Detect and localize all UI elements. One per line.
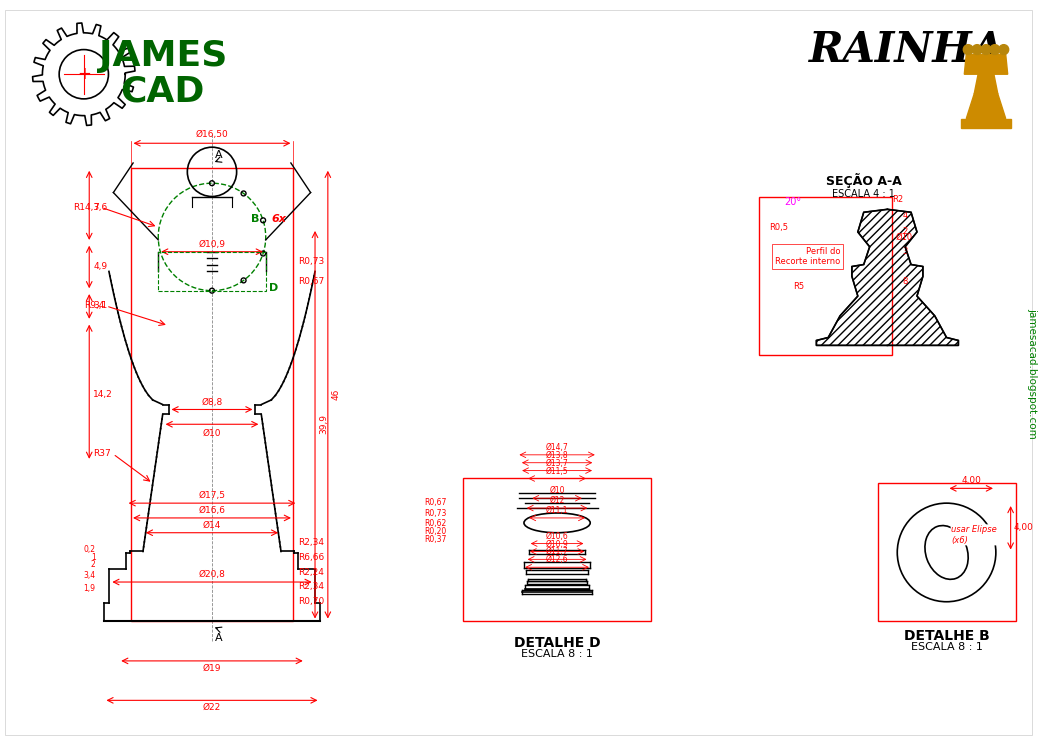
Text: ESCALA 8 : 1: ESCALA 8 : 1 [521,649,593,659]
Text: 3,1: 3,1 [94,302,107,311]
Text: Ø13,7: Ø13,7 [546,459,568,468]
Text: R0,37: R0,37 [424,535,446,544]
Text: Ø22: Ø22 [203,703,221,712]
Text: Ø10,9: Ø10,9 [199,240,225,249]
Text: usar Elipse
(x6): usar Elipse (x6) [951,525,997,545]
Text: RAINHA: RAINHA [809,28,1005,71]
Bar [760,197,892,355]
Text: R2,34: R2,34 [299,583,324,592]
Bar [464,478,651,621]
Text: Ø11,5: Ø11,5 [546,466,568,475]
Text: Ø10,6: Ø10,6 [546,532,568,541]
Text: Ø12,6: Ø12,6 [546,555,568,564]
Text: JAMES: JAMES [99,39,227,74]
Text: Ø8,8: Ø8,8 [201,398,223,407]
Text: Ø16,50: Ø16,50 [196,130,228,139]
Text: R0,73: R0,73 [299,257,324,266]
Text: 3,4: 3,4 [83,571,96,580]
Text: Ø10: Ø10 [549,486,565,495]
Text: Ø10: Ø10 [895,232,912,241]
Text: 6x: 6x [271,214,286,224]
Text: A: A [215,633,223,643]
Text: R2,24: R2,24 [299,568,324,577]
Text: R0,70: R0,70 [299,597,324,606]
Text: R6,66: R6,66 [299,553,324,562]
Text: 1: 1 [90,553,96,562]
Text: R0,5: R0,5 [769,223,788,232]
Text: 0,2: 0,2 [84,545,96,554]
Text: 4,9: 4,9 [94,262,107,271]
Circle shape [990,45,999,54]
Text: 7,6: 7,6 [94,203,107,212]
Text: CAD: CAD [121,75,205,109]
Text: 20°: 20° [784,197,802,207]
Text: ESCALA 8 : 1: ESCALA 8 : 1 [911,642,983,652]
Circle shape [982,45,991,54]
Text: DETALHE B: DETALHE B [904,630,990,644]
Text: R0,20: R0,20 [424,527,446,536]
Text: 39,9: 39,9 [319,414,328,434]
Text: Ø20,8: Ø20,8 [199,570,225,579]
Text: 46: 46 [331,389,341,400]
Polygon shape [965,54,1008,74]
Text: R2: R2 [892,195,904,204]
Text: R5: R5 [793,282,805,291]
Text: R14,3: R14,3 [73,203,99,212]
Text: 14,2: 14,2 [94,390,113,399]
Text: Ø17,5: Ø17,5 [199,491,225,500]
Polygon shape [974,74,998,94]
Circle shape [972,45,983,54]
Text: Ø10: Ø10 [203,429,221,438]
Text: R0,73: R0,73 [424,509,446,518]
Polygon shape [967,94,1006,118]
Text: R2,34: R2,34 [299,538,324,547]
Text: Ø14,7: Ø14,7 [546,443,568,452]
Text: 4: 4 [903,211,908,220]
Text: 3: 3 [903,247,908,256]
Text: Ø19: Ø19 [203,664,221,673]
Text: R0,67: R0,67 [424,498,446,507]
Text: R0,62: R0,62 [424,519,446,528]
Text: R0,67: R0,67 [299,277,324,286]
Text: Ø11,1: Ø11,1 [546,506,568,515]
Text: Ø10,9: Ø10,9 [546,539,568,548]
Text: D: D [268,283,278,293]
Text: Ø12: Ø12 [549,496,565,505]
Text: R9,4: R9,4 [84,302,104,311]
Polygon shape [962,118,1011,128]
Bar [877,484,1015,621]
Text: ESCALA 4 : 1: ESCALA 4 : 1 [832,189,895,200]
Text: 4,00: 4,00 [962,476,982,486]
Text: 8: 8 [903,277,908,286]
Text: 2: 2 [90,559,96,568]
Text: 2: 2 [903,227,908,236]
Text: Ø14: Ø14 [203,521,221,530]
Text: Perfil do
Recorte interno: Perfil do Recorte interno [775,247,841,267]
Text: B: B [251,214,260,224]
Text: jamesacad.blogspot.com: jamesacad.blogspot.com [1028,308,1037,438]
Text: 1,9: 1,9 [84,584,96,594]
Text: DETALHE D: DETALHE D [513,636,601,650]
Text: SEÇÃO A-A: SEÇÃO A-A [826,173,902,188]
Text: +: + [77,66,90,83]
Circle shape [964,45,973,54]
Text: R37: R37 [94,449,110,458]
Circle shape [998,45,1009,54]
Text: Ø11,7: Ø11,7 [546,548,568,557]
Bar [158,252,266,291]
Text: 4,00: 4,00 [1014,523,1033,532]
Bar [130,168,294,621]
Text: A: A [215,150,223,160]
Text: Ø16,6: Ø16,6 [199,506,225,515]
Text: Ø13,8: Ø13,8 [546,451,568,460]
